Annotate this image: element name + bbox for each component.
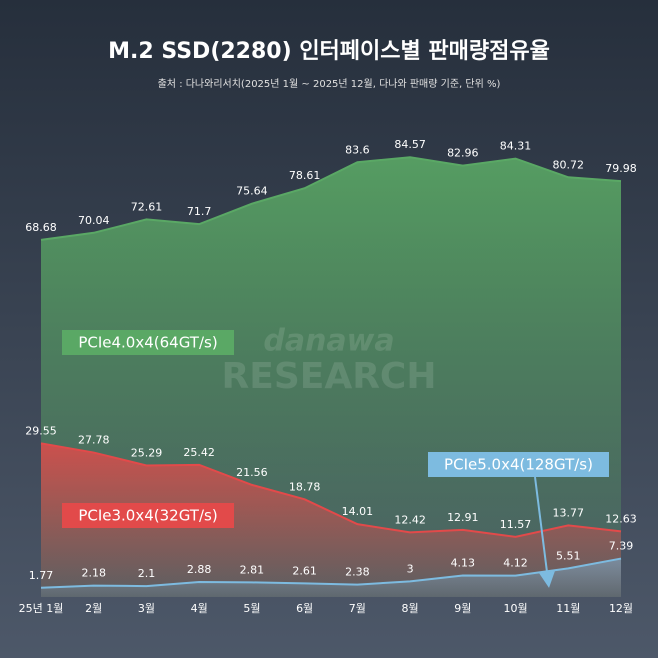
data-label: 75.64 [236,185,268,198]
data-label: 5.51 [556,549,581,562]
area [41,558,621,597]
line [40,557,622,589]
x-tick-label: 3월 [138,602,155,615]
data-label: 12.42 [394,513,426,526]
x-tick-label: 25년 1월 [19,602,64,615]
x-tick-label: 2월 [85,602,102,615]
data-label: 84.57 [394,138,426,151]
data-label: 12.91 [447,511,479,524]
data-label: 4.13 [451,557,476,570]
data-label: 2.38 [345,566,370,579]
legend-swatch [428,452,609,477]
legend-label: PCIe4.0x4(64GT/s) [78,334,217,352]
data-label: 2.61 [292,564,317,577]
data-label: 1.77 [29,569,54,582]
data-label: 83.6 [345,143,370,156]
watermark: RESEARCH [222,356,437,397]
data-label: 7.39 [609,540,634,553]
data-label: 82.96 [447,147,479,160]
chart-subtitle: 출처 : 다나와리서치(2025년 1월 ~ 2025년 12월, 다나와 판매… [158,77,501,90]
data-label: 72.61 [131,200,163,213]
data-label: 78.61 [289,169,321,182]
data-label: 14.01 [342,505,374,518]
data-label: 84.31 [500,140,532,153]
data-label: 18.78 [289,480,321,493]
data-label: 68.68 [25,221,57,234]
x-tick-label: 7월 [349,602,366,615]
legend-label: PCIe5.0x4(128GT/s) [444,456,593,474]
data-label: 25.29 [131,446,163,459]
x-tick-label: 11월 [556,602,580,615]
data-label: 3 [407,562,414,575]
data-label: 12.63 [605,512,637,525]
data-label: 11.57 [500,518,532,531]
data-label: 27.78 [78,434,110,447]
data-label: 2.1 [138,567,156,580]
data-label: 4.12 [503,557,528,570]
legend-swatch [62,503,234,528]
x-tick-label: 9월 [454,602,471,615]
x-tick-label: 12월 [609,602,633,615]
chart-title: M.2 SSD(2280) 인터페이스별 판매량점유율 [108,39,550,64]
data-label: 2.88 [187,563,212,576]
data-label: 2.81 [240,563,265,576]
data-label: 71.7 [187,205,212,218]
legend-swatch [62,330,234,355]
x-tick-label: 4월 [191,602,208,615]
data-label: 70.04 [78,214,110,227]
data-label: 13.77 [553,506,585,519]
data-label: 25.42 [183,446,215,459]
data-label: 21.56 [236,466,268,479]
x-tick-label: 10월 [503,602,527,615]
annotation-arrow [534,476,555,588]
x-tick-label: 5월 [243,602,260,615]
data-label: 2.18 [81,567,106,580]
watermark: danawa [263,324,394,359]
line [40,156,622,241]
legend-label: PCIe3.0x4(32GT/s) [78,507,217,525]
data-label: 79.98 [605,162,637,175]
area [41,443,621,597]
data-label: 29.55 [25,424,57,437]
x-tick-label: 8월 [402,602,419,615]
data-label: 80.72 [553,158,585,171]
x-tick-label: 6월 [296,602,313,615]
line [40,442,622,538]
